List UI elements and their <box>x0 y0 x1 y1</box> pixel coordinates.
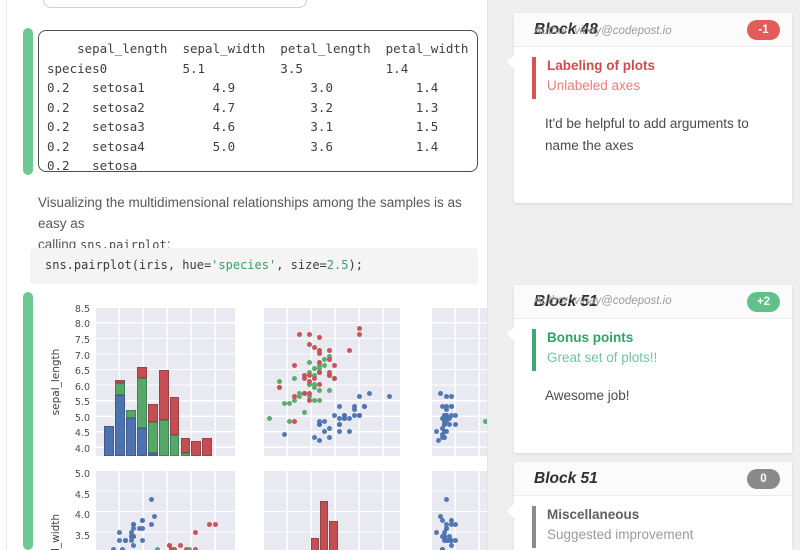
comment-card-header[interactable]: Block 51 +2 <box>514 285 792 319</box>
block-name: Block 48 <box>534 21 598 38</box>
card-notch <box>506 503 522 519</box>
comment-card: Block 51 0 Miscellaneous Suggested impro… <box>506 462 792 550</box>
pane-left-border <box>6 0 7 550</box>
block-selection-bar-table[interactable] <box>23 28 33 175</box>
block-name: Block 51 <box>534 470 598 487</box>
pairplot-panel <box>264 308 400 456</box>
score-badge: -1 <box>747 20 780 40</box>
comment-author: Author: vinay@codepost.io <box>534 295 672 307</box>
rubric-category: Bonus points <box>547 330 634 345</box>
rubric-accent-bar <box>532 506 536 548</box>
rubric-category: Labeling of plots <box>547 58 655 73</box>
pairplot-panel <box>96 308 235 456</box>
rubric-category: Miscellaneous <box>547 507 640 522</box>
dataframe-output: sepal_length sepal_width petal_length pe… <box>47 41 469 172</box>
code-line: sns.pairplot(iris, hue='species', size=2… <box>45 258 363 272</box>
score-badge: 0 <box>747 469 780 489</box>
rubric-accent-bar <box>532 57 536 99</box>
comment-card-header[interactable]: Block 48 -1 <box>514 13 792 47</box>
rubric-item: Great set of plots!! <box>547 350 658 365</box>
comment-card: Block 51 +2 Bonus points Great set of pl… <box>506 285 792 453</box>
pairplot-panel <box>264 471 400 550</box>
comment-card-header[interactable]: Block 51 0 <box>514 462 792 496</box>
notebook-pane: sepal_length sepal_width petal_length pe… <box>6 0 487 550</box>
rubric-item: Suggested improvement <box>547 527 694 542</box>
block-selection-bar-plots[interactable] <box>23 292 33 550</box>
comment-text: It'd be helpful to add arguments to name… <box>545 116 749 153</box>
code-cell[interactable]: sns.pairplot(iris, hue='species', size=2… <box>30 248 478 284</box>
card-notch <box>506 54 522 70</box>
rubric-accent-bar <box>532 329 536 371</box>
comment-author: Author: vinay@codepost.io <box>534 25 672 37</box>
card-notch <box>506 326 522 342</box>
dataframe-output-box: sepal_length sepal_width petal_length pe… <box>38 30 478 172</box>
rubric-item: Unlabeled axes <box>547 78 641 93</box>
pairplot: sepal_length 8.5 8.0 7.5 7.0 6.5 6.0 5.5 5.0 4.5 4… <box>50 304 487 550</box>
score-badge: +2 <box>747 292 780 312</box>
pairplot-panel <box>432 308 487 456</box>
comment-text: Awesome job! <box>545 388 630 403</box>
comment-card: Block 48 -1 Labeling of plots Unlabeled … <box>506 13 792 203</box>
review-panel: Block 48 -1 Labeling of plots Unlabeled … <box>487 0 800 550</box>
pairplot-panel <box>432 471 487 550</box>
block-name: Block 51 <box>534 293 598 310</box>
pairplot-panel <box>96 471 235 550</box>
